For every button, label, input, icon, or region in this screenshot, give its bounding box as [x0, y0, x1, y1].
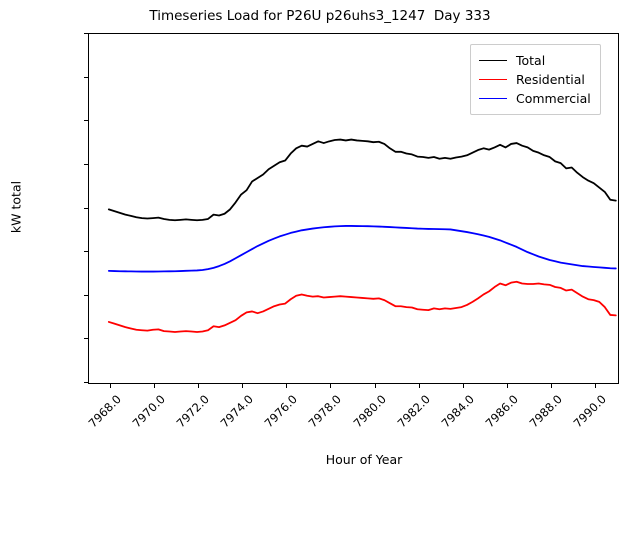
legend-label: Commercial [516, 91, 591, 106]
legend-label: Total [516, 53, 546, 68]
chart-title: Timeseries Load for P26U p26uhs3_1247 Da… [149, 8, 491, 24]
series-line-residential [107, 280, 617, 333]
y-tick-mark [84, 207, 89, 209]
x-tick-mark [506, 383, 508, 388]
x-tick-mark [374, 383, 376, 388]
y-tick-mark [84, 163, 89, 165]
x-tick-mark [286, 383, 288, 388]
series-line-total [107, 138, 617, 222]
x-tick-mark [594, 383, 596, 388]
legend-item-residential: Residential [479, 70, 591, 89]
matplotlib-figure: Timeseries Load for P26U p26uhs3_1247 Da… [8, 8, 619, 467]
legend-label: Residential [516, 72, 585, 87]
x-tick-mark [330, 383, 332, 388]
y-tick-mark [84, 338, 89, 340]
legend-swatch-commercial [479, 98, 507, 99]
x-tick-mark [198, 383, 200, 388]
x-tick-mark [418, 383, 420, 388]
x-axis-label: Hour of Year [325, 452, 403, 467]
y-tick-mark [84, 120, 89, 122]
legend-swatch-residential [479, 79, 507, 80]
y-axis-label: kW total [8, 180, 24, 234]
y-tick-mark [84, 76, 89, 78]
y-tick-mark [84, 382, 89, 383]
series-line-commercial [107, 225, 617, 273]
legend-swatch-total [479, 60, 507, 61]
y-tick-mark [84, 33, 89, 34]
x-tick-mark [154, 383, 156, 388]
y-tick-mark [84, 294, 89, 296]
legend: Total Residential Commercial [470, 44, 601, 115]
x-tick-mark [110, 383, 112, 388]
y-tick-mark [84, 251, 89, 253]
legend-item-commercial: Commercial [479, 89, 591, 108]
x-tick-mark [462, 383, 464, 388]
x-tick-mark [242, 383, 244, 388]
series-canvas [107, 138, 617, 333]
x-tick-mark [550, 383, 552, 388]
x-tick-label: 7968.0 [85, 392, 124, 431]
legend-item-total: Total [479, 51, 591, 70]
